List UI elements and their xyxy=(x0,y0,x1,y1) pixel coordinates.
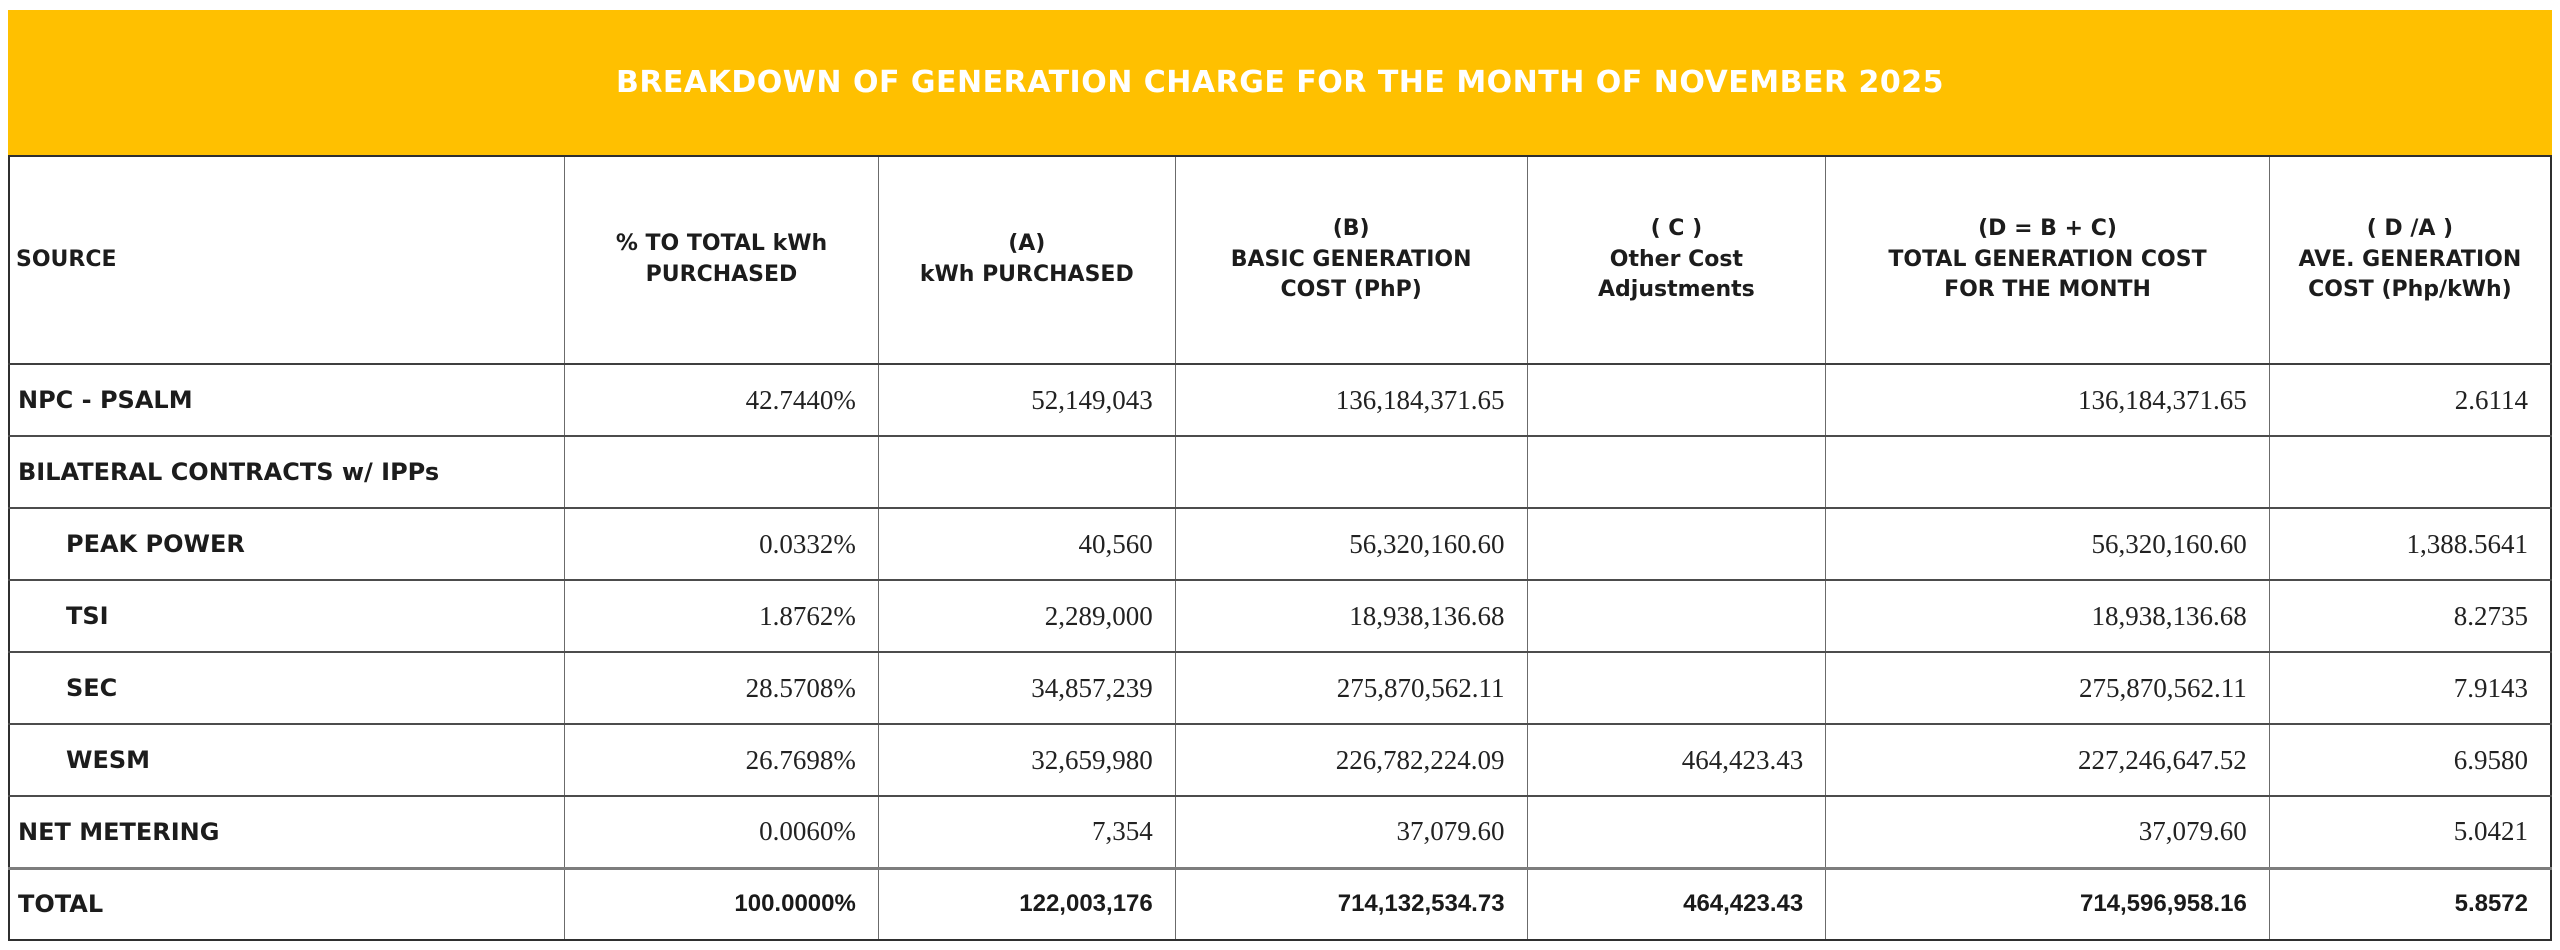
cell-source: NET METERING xyxy=(8,795,566,868)
cell-other-cost-adjustments xyxy=(1526,363,1827,436)
table-row-net-metering: NET METERING 0.0060% 7,354 37,079.60 37,… xyxy=(8,795,2552,868)
col-header-other-cost-adjustments: ( C ) Other Cost Adjustments xyxy=(1526,156,1827,365)
cell-other-cost-adjustments: 464,423.43 xyxy=(1526,723,1827,796)
page-title: BREAKDOWN OF GENERATION CHARGE FOR THE M… xyxy=(615,65,1945,100)
cell-pct: 42.7440% xyxy=(564,363,879,436)
table-row-sec: SEC 28.5708% 34,857,239 275,870,562.11 2… xyxy=(8,651,2552,724)
cell-kwh-purchased: 122,003,176 xyxy=(877,866,1176,940)
col-header-source: SOURCE xyxy=(8,156,566,365)
cell-ave-generation-cost: 1,388.5641 xyxy=(2268,507,2552,580)
cell-pct: 100.0000% xyxy=(564,866,879,940)
cell-basic-generation-cost: 275,870,562.11 xyxy=(1174,651,1528,724)
cell-other-cost-adjustments xyxy=(1526,651,1827,724)
table-row-tsi: TSI 1.8762% 2,289,000 18,938,136.68 18,9… xyxy=(8,579,2552,652)
cell-pct: 26.7698% xyxy=(564,723,879,796)
title-banner: BREAKDOWN OF GENERATION CHARGE FOR THE M… xyxy=(8,10,2552,155)
cell-source: TOTAL xyxy=(8,866,566,940)
col-header-pct-to-total-kwh: % TO TOTAL kWh PURCHASED xyxy=(564,156,879,365)
cell-basic-generation-cost: 226,782,224.09 xyxy=(1174,723,1528,796)
cell-other-cost-adjustments xyxy=(1526,507,1827,580)
cell-ave-generation-cost: 5.8572 xyxy=(2268,866,2552,940)
cell-source: PEAK POWER xyxy=(8,507,566,580)
cell-source: TSI xyxy=(8,579,566,652)
cell-ave-generation-cost: 5.0421 xyxy=(2268,795,2552,868)
cell-kwh-purchased xyxy=(877,435,1176,508)
cell-total-generation-cost: 275,870,562.11 xyxy=(1825,651,2270,724)
cell-basic-generation-cost: 37,079.60 xyxy=(1174,795,1528,868)
header-row: SOURCE % TO TOTAL kWh PURCHASED (A) kWh … xyxy=(8,156,2552,365)
col-header-kwh-purchased: (A) kWh PURCHASED xyxy=(877,156,1176,365)
cell-kwh-purchased: 34,857,239 xyxy=(877,651,1176,724)
cell-ave-generation-cost: 8.2735 xyxy=(2268,579,2552,652)
col-header-ave-generation-cost: ( D /A ) AVE. GENERATION COST (Php/kWh) xyxy=(2268,156,2552,365)
cell-pct: 0.0060% xyxy=(564,795,879,868)
cell-total-generation-cost: 18,938,136.68 xyxy=(1825,579,2270,652)
cell-total-generation-cost: 714,596,958.16 xyxy=(1825,866,2270,940)
cell-source: WESM xyxy=(8,723,566,796)
cell-source: BILATERAL CONTRACTS w/ IPPs xyxy=(8,435,566,508)
cell-basic-generation-cost: 18,938,136.68 xyxy=(1174,579,1528,652)
table-row-peak-power: PEAK POWER 0.0332% 40,560 56,320,160.60 … xyxy=(8,507,2552,580)
cell-other-cost-adjustments xyxy=(1526,579,1827,652)
cell-basic-generation-cost xyxy=(1174,435,1528,508)
cell-pct: 28.5708% xyxy=(564,651,879,724)
cell-kwh-purchased: 52,149,043 xyxy=(877,363,1176,436)
cell-kwh-purchased: 32,659,980 xyxy=(877,723,1176,796)
cell-ave-generation-cost: 2.6114 xyxy=(2268,363,2552,436)
cell-total-generation-cost: 136,184,371.65 xyxy=(1825,363,2270,436)
col-header-total-generation-cost: (D = B + C) TOTAL GENERATION COST FOR TH… xyxy=(1825,156,2270,365)
cell-basic-generation-cost: 714,132,534.73 xyxy=(1174,866,1528,940)
cell-total-generation-cost: 37,079.60 xyxy=(1825,795,2270,868)
table-row-bilateral-contracts: BILATERAL CONTRACTS w/ IPPs xyxy=(8,435,2552,508)
cell-kwh-purchased: 7,354 xyxy=(877,795,1176,868)
table-row-wesm: WESM 26.7698% 32,659,980 226,782,224.09 … xyxy=(8,723,2552,796)
cell-other-cost-adjustments xyxy=(1526,435,1827,508)
cell-other-cost-adjustments: 464,423.43 xyxy=(1526,866,1827,940)
cell-pct xyxy=(564,435,879,508)
cell-kwh-purchased: 40,560 xyxy=(877,507,1176,580)
cell-total-generation-cost: 56,320,160.60 xyxy=(1825,507,2270,580)
cell-pct: 0.0332% xyxy=(564,507,879,580)
cell-ave-generation-cost xyxy=(2268,435,2552,508)
cell-source: SEC xyxy=(8,651,566,724)
cell-total-generation-cost xyxy=(1825,435,2270,508)
generation-charge-table: SOURCE % TO TOTAL kWh PURCHASED (A) kWh … xyxy=(8,155,2552,941)
cell-source: NPC - PSALM xyxy=(8,363,566,436)
cell-kwh-purchased: 2,289,000 xyxy=(877,579,1176,652)
cell-other-cost-adjustments xyxy=(1526,795,1827,868)
cell-ave-generation-cost: 6.9580 xyxy=(2268,723,2552,796)
cell-total-generation-cost: 227,246,647.52 xyxy=(1825,723,2270,796)
cell-pct: 1.8762% xyxy=(564,579,879,652)
cell-basic-generation-cost: 56,320,160.60 xyxy=(1174,507,1528,580)
cell-ave-generation-cost: 7.9143 xyxy=(2268,651,2552,724)
table-row-npc-psalm: NPC - PSALM 42.7440% 52,149,043 136,184,… xyxy=(8,363,2552,436)
col-header-basic-generation-cost: (B) BASIC GENERATION COST (PhP) xyxy=(1174,156,1528,365)
table-row-total: TOTAL 100.0000% 122,003,176 714,132,534.… xyxy=(8,866,2552,940)
cell-basic-generation-cost: 136,184,371.65 xyxy=(1174,363,1528,436)
